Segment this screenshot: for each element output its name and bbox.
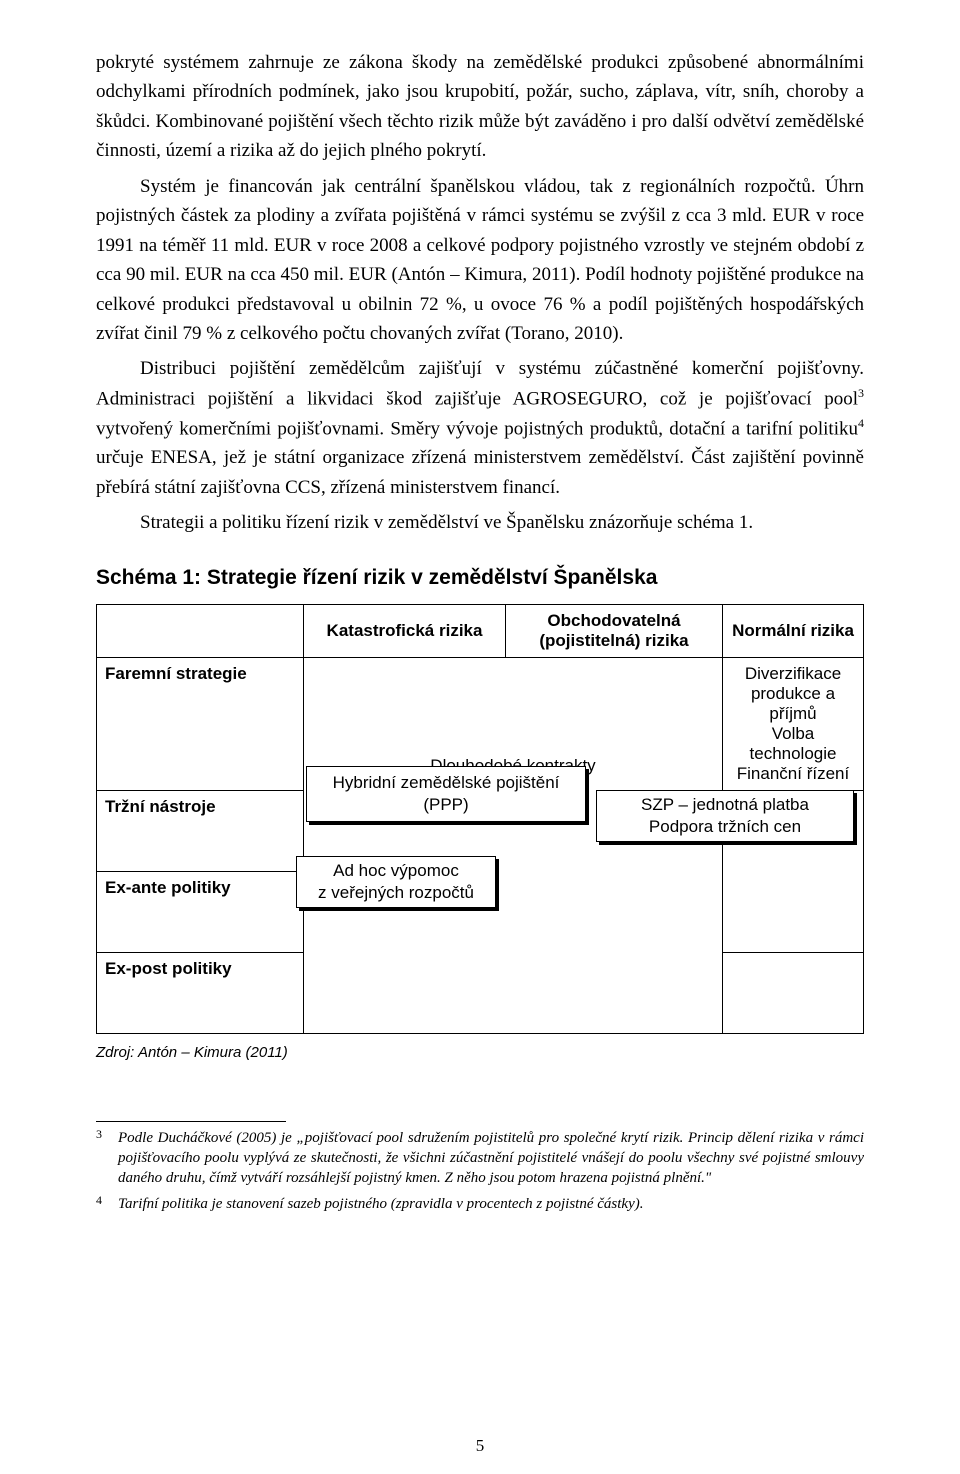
row-label-faremni: Faremní strategie — [97, 657, 304, 790]
footnote-3-number: 3 — [96, 1126, 118, 1187]
box-hybridni-line1: Hybridní zemědělské pojištění — [333, 773, 560, 792]
paragraph-3: Distribuci pojištění zemědělcům zajišťuj… — [96, 354, 864, 502]
page-number: 5 — [0, 1436, 960, 1456]
col-header-normalni: Normální rizika — [723, 604, 864, 657]
para3-part-a: Distribuci pojištění zemědělcům zajišťuj… — [96, 358, 864, 409]
col-header-obchodovatelna: Obchodovatelná (pojistitelná) rizika — [506, 604, 723, 657]
text-financni: Finanční řízení — [737, 764, 849, 783]
col-header-obch-line2: (pojistitelná) rizika — [539, 631, 688, 650]
footnote-ref-4: 4 — [858, 416, 864, 430]
box-szp: SZP – jednotná platba Podpora tržních ce… — [596, 790, 854, 842]
row-label-expost: Ex-post politiky — [97, 952, 304, 1033]
footnote-4-text: Tarifní politika je stanovení sazeb poji… — [118, 1196, 643, 1212]
schema-source: Zdroj: Antón – Kimura (2011) — [96, 1044, 864, 1061]
col-header-katastroficka: Katastrofická rizika — [304, 604, 506, 657]
box-adhoc-line1: Ad hoc výpomoc — [333, 861, 459, 880]
cell-normal-expost — [723, 952, 864, 1033]
box-szp-line1: SZP – jednotná platba — [641, 795, 809, 814]
row-label-exante: Ex-ante politiky — [97, 871, 304, 952]
schema-diagram: Katastrofická rizika Obchodovatelná (poj… — [96, 604, 864, 1034]
col-header-obch-line1: Obchodovatelná — [547, 611, 680, 630]
footnote-3-text: Podle Ducháčkové (2005) je „pojišťovací … — [118, 1130, 864, 1187]
para3-part-b: vytvořený komerčními pojišťovnami. Směry… — [96, 418, 858, 439]
paragraph-2: Systém je financován jak centrální španě… — [96, 172, 864, 349]
box-hybridni: Hybridní zemědělské pojištění (PPP) — [306, 766, 586, 822]
cell-normalni: Diverzifikace produkce a příjmů Volba te… — [723, 657, 864, 790]
box-hybridni-line2: (PPP) — [423, 795, 468, 814]
header-blank — [97, 604, 304, 657]
footnote-ref-3: 3 — [858, 386, 864, 400]
paragraph-4: Strategii a politiku řízení rizik v země… — [96, 508, 864, 537]
footnote-separator — [96, 1121, 286, 1122]
footnote-4-number: 4 — [96, 1192, 118, 1212]
paragraph-1: pokryté systémem zahrnuje ze zákona škod… — [96, 48, 864, 166]
para3-part-c: určuje ENESA, jež je státní organizace z… — [96, 447, 864, 497]
footnote-3: 3 Podle Ducháčkové (2005) je „pojišťovac… — [96, 1128, 864, 1189]
box-adhoc: Ad hoc výpomoc z veřejných rozpočtů — [296, 856, 496, 908]
footnote-4: 4 Tarifní politika je stanovení sazeb po… — [96, 1194, 864, 1214]
box-adhoc-line2: z veřejných rozpočtů — [318, 883, 474, 902]
box-szp-line2: Podpora tržních cen — [649, 817, 801, 836]
row-label-trzni: Tržní nástroje — [97, 790, 304, 871]
schema-title: Schéma 1: Strategie řízení rizik v zeměd… — [96, 566, 864, 590]
text-volba-tech: Volba technologie — [750, 724, 837, 763]
text-diverzifikace: Diverzifikace produkce a příjmů — [745, 664, 841, 723]
